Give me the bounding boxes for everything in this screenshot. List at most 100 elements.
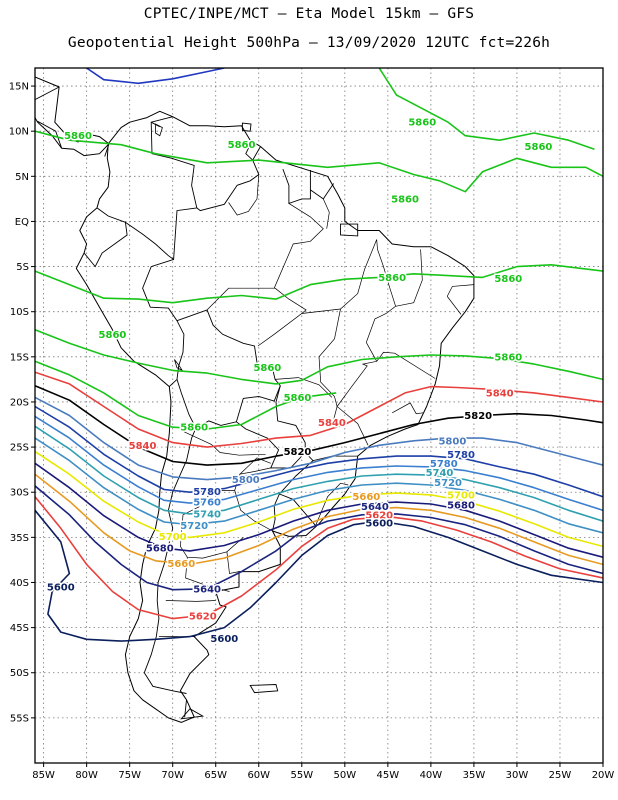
province-border <box>165 600 216 602</box>
tick-label-lon: 30W <box>506 770 529 781</box>
state-border <box>228 174 260 216</box>
province-border <box>239 457 271 475</box>
country-border <box>104 143 110 157</box>
contour-label-5740: 5740 <box>426 468 454 479</box>
contour-5720 <box>35 437 603 534</box>
island <box>180 708 205 720</box>
contour-labels: 5860 5860 5860 5860 5860 5860 5860 5860 5860 5860… <box>45 116 554 646</box>
contour-5700 <box>35 450 603 548</box>
country-border <box>37 120 63 149</box>
contour-label-5800: 5800 <box>438 436 466 447</box>
tick-label-lat: 30S <box>10 488 29 499</box>
map-plot-area <box>35 68 603 763</box>
contour-5840 <box>35 371 603 448</box>
tick-label-lat: EQ <box>15 217 29 228</box>
contour-5860 <box>35 329 603 385</box>
contour-5640 <box>35 485 603 591</box>
tick-label-lon: 70W <box>161 770 184 781</box>
contour-label-5780: 5780 <box>430 459 458 470</box>
state-border <box>392 402 424 415</box>
tick-label-lon: 20W <box>592 770 615 781</box>
state-border <box>274 287 307 314</box>
province-border <box>185 557 230 592</box>
coastline <box>75 110 475 723</box>
contour-label-5860: 5860 <box>64 131 92 142</box>
tick-label-lat: 35S <box>10 533 29 544</box>
island <box>241 122 252 132</box>
contour-label-5680: 5680 <box>447 500 475 511</box>
province-border <box>226 551 240 574</box>
contour-label-5840: 5840 <box>318 418 346 429</box>
contour-label-5820: 5820 <box>284 447 312 458</box>
contour-lines <box>35 68 603 642</box>
state-border <box>365 239 397 343</box>
contour-label-5740: 5740 <box>193 509 221 520</box>
contour-label-5860: 5860 <box>180 423 208 434</box>
contour-label-5660: 5660 <box>167 559 195 570</box>
contour-label-5640: 5640 <box>361 502 389 513</box>
contour-5860 <box>35 360 337 430</box>
state-border <box>446 296 462 315</box>
province-border <box>180 490 244 559</box>
title-line-2: Geopotential Height 500hPa – 13/09/2020 … <box>67 35 551 51</box>
tick-label-lat: 15S <box>10 352 29 363</box>
tick-label-lat: 25S <box>10 443 29 454</box>
state-border <box>275 377 333 398</box>
tick-label-lat: 45S <box>10 623 29 634</box>
state-border <box>376 351 436 379</box>
state-border <box>273 203 324 289</box>
contour-5680 <box>35 462 603 558</box>
tick-label-lon: 80W <box>75 770 98 781</box>
axis-ticks: 85W 80W 75W 70W 65W 60W 55W 50W 45W 40W 35W 30W 25W 2… <box>9 82 615 781</box>
contour-label-5720: 5720 <box>180 521 208 532</box>
tick-label-lat: 10N <box>9 127 29 138</box>
tick-label-lat: 5N <box>15 172 29 183</box>
contour-label-5640: 5640 <box>193 584 221 595</box>
contour-label-5780: 5780 <box>447 450 475 461</box>
state-border <box>322 198 330 229</box>
contour-label-5840: 5840 <box>486 388 514 399</box>
country-border <box>176 309 281 429</box>
country-border <box>245 144 254 161</box>
country-border <box>236 385 306 469</box>
state-border <box>395 249 423 307</box>
state-border <box>206 287 276 311</box>
contour-label-5720: 5720 <box>434 478 462 489</box>
title-line-1: CPTEC/INPE/MCT – Eta Model 15km – GFS <box>143 6 475 22</box>
tick-label-lat: 20S <box>10 397 29 408</box>
contour-label-5860: 5860 <box>99 330 127 341</box>
state-border <box>336 342 378 446</box>
country-border <box>272 493 280 532</box>
contour-label-5860: 5860 <box>525 142 553 153</box>
island <box>249 684 279 694</box>
tick-label-lon: 65W <box>204 770 227 781</box>
tick-label-lon: 60W <box>247 770 270 781</box>
lake <box>155 123 163 137</box>
contour-5500 <box>86 68 225 85</box>
tick-label-lat: 5S <box>16 262 29 273</box>
contour-5860 <box>35 264 603 304</box>
contour-label-5860: 5860 <box>378 273 406 284</box>
tick-label-lon: 50W <box>334 770 357 781</box>
contour-label-5660: 5660 <box>352 492 380 503</box>
country-border <box>278 452 316 526</box>
contour-5860 <box>378 68 595 150</box>
contour-5600 <box>35 509 603 642</box>
tick-label-lon: 25W <box>549 770 572 781</box>
contour-label-5600: 5600 <box>47 582 75 593</box>
country-border <box>83 222 128 268</box>
contour-label-5800: 5800 <box>232 475 260 486</box>
contour-label-5760: 5760 <box>193 498 221 509</box>
contour-label-5860: 5860 <box>284 393 312 404</box>
contour-label-5860: 5860 <box>494 274 522 285</box>
tick-label-lon: 55W <box>290 770 313 781</box>
country-border <box>184 699 187 718</box>
tick-label-lon: 40W <box>420 770 443 781</box>
contour-label-5700: 5700 <box>447 490 475 501</box>
contour-5780 <box>35 405 603 498</box>
contour-label-5860: 5860 <box>391 194 419 205</box>
contour-5620 <box>35 496 603 620</box>
contour-5760 <box>35 415 603 512</box>
contour-label-5620: 5620 <box>365 510 393 521</box>
